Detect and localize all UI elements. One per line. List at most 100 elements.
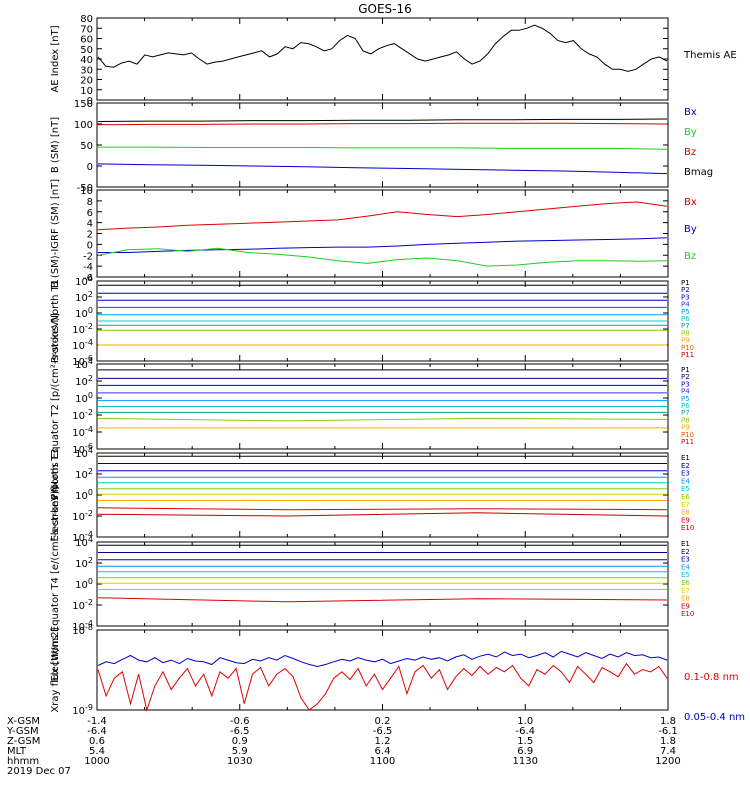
y-tick-label: 10-4 <box>72 338 93 352</box>
series-line-By <box>98 237 668 253</box>
series-line-By <box>98 146 668 150</box>
legend-entry-0.1-0.8 nm: 0.1-0.8 nm <box>684 672 739 683</box>
series-line-Bx <box>97 201 668 231</box>
y-tick-label: 100 <box>75 488 93 502</box>
y-tick-label: 102 <box>75 467 93 481</box>
ephemeris-value: 1130 <box>513 756 538 767</box>
ephemeris-value: -6.4 <box>87 726 107 737</box>
legend-entry-E6: E6 <box>681 493 690 501</box>
ephemeris-value: 1000 <box>84 756 109 767</box>
ephemeris-value: 1.0 <box>517 716 533 727</box>
y-tick-label: 70 <box>80 24 93 35</box>
y-tick-label: 104 <box>75 446 93 460</box>
legend-entry-P2: P2 <box>681 373 690 381</box>
legend-entry-E8: E8 <box>681 595 690 603</box>
ephemeris-value: -1.4 <box>87 716 107 727</box>
y-tick-label: 100 <box>75 577 93 591</box>
y-tick-label: 10-8 <box>72 623 93 637</box>
ephemeris-label: 2019 Dec 07 <box>7 766 71 777</box>
ephemeris-label: hhmm <box>7 756 39 767</box>
y-tick-label: 150 <box>74 99 93 110</box>
y-tick-label: -50 <box>77 183 93 194</box>
legend-entry-P5: P5 <box>681 395 690 403</box>
ephemeris-value: 1.5 <box>517 736 533 747</box>
ephemeris-value: 7.4 <box>660 746 676 757</box>
y-tick-label: 100 <box>74 120 93 131</box>
series-line-E10 <box>97 512 668 517</box>
legend-entry-By: By <box>684 127 697 138</box>
y-tick-label: 104 <box>75 274 93 288</box>
legend-entry-E4: E4 <box>681 477 690 485</box>
series-line-Bz <box>97 247 668 267</box>
legend-entry-E3: E3 <box>681 556 690 564</box>
y-tick-label: 10-2 <box>72 509 93 523</box>
ephemeris-value: 5.4 <box>89 746 105 757</box>
y-tick-label: -2 <box>83 251 93 262</box>
legend-entry-P6: P6 <box>681 315 690 323</box>
legend-entry-E5: E5 <box>681 571 690 579</box>
legend-entry-E7: E7 <box>681 501 690 509</box>
y-tick-label: 2 <box>87 230 93 241</box>
ephemeris-value: 6.9 <box>517 746 533 757</box>
legend-entry-E8: E8 <box>681 509 690 517</box>
legend-entry-E4: E4 <box>681 563 690 571</box>
legend-entry-Bz: Bz <box>684 251 696 262</box>
y-tick-label: 0 <box>87 96 93 107</box>
y-tick-label: 100 <box>75 306 93 320</box>
panel-8: 10-9 10-8 Xray flux [W/m2] 0.1-0.8 nm 0.05-0… <box>50 623 745 723</box>
legend-entry-Themis AE: Themis AE <box>683 50 737 61</box>
legend-entry-P5: P5 <box>681 308 690 316</box>
legend-entry-P2: P2 <box>681 286 690 294</box>
legend-entry-Bz: Bz <box>684 147 696 158</box>
y-tick-label: 10-2 <box>72 598 93 612</box>
series-line-Bx <box>97 163 668 175</box>
y-axis-label: B (SM)-IGRF (SM) [nT] <box>50 179 61 288</box>
y-tick-label: 80 <box>80 14 93 25</box>
legend-entry-E5: E5 <box>681 485 690 493</box>
ephemeris-value: 1.2 <box>375 736 391 747</box>
ephemeris-label: Z-GSM <box>7 736 40 747</box>
y-tick-label: 100 <box>75 391 93 405</box>
legend-entry-By: By <box>684 224 697 235</box>
y-tick-label: -6 <box>83 273 93 284</box>
series-line-Bz <box>97 122 668 126</box>
legend-entry-E2: E2 <box>681 548 690 556</box>
panel-frame <box>96 189 669 278</box>
panel-frame <box>96 452 669 538</box>
legend-entry-P8: P8 <box>681 329 690 337</box>
y-tick-label: 50 <box>80 45 93 56</box>
series-line-Bmag <box>97 118 668 122</box>
ephemeris-value: 0.9 <box>232 736 248 747</box>
legend-entry-P10: P10 <box>681 344 694 352</box>
legend-entry-E9: E9 <box>681 602 690 610</box>
ephemeris-value: -6.1 <box>658 726 678 737</box>
ephemeris-label: Y-GSM <box>6 726 39 737</box>
legend-entry-Bx: Bx <box>684 107 697 118</box>
legend-entry-P11: P11 <box>681 351 694 359</box>
legend-entry-E1: E1 <box>681 540 690 548</box>
panel-frame <box>96 629 669 711</box>
ephemeris-value: -6.5 <box>373 726 393 737</box>
series-line-Themis AE <box>97 24 668 72</box>
ephemeris-value: 1.8 <box>660 716 676 727</box>
legend-entry-P7: P7 <box>681 409 690 417</box>
y-axis-label: Protons Equator T2 [p/(cm²-s-sr-keV)] <box>50 313 61 500</box>
legend-entry-P3: P3 <box>681 380 690 388</box>
ephemeris-value: 6.4 <box>375 746 391 757</box>
y-axis-label: Electrons North T3 <box>50 448 61 541</box>
ephemeris-value: 1030 <box>227 756 252 767</box>
panel-frame <box>96 102 669 188</box>
y-tick-label: 10-2 <box>72 408 93 422</box>
legend-entry-P4: P4 <box>681 301 690 309</box>
legend-entry-P9: P9 <box>681 424 690 432</box>
y-tick-label: 10 <box>80 186 93 197</box>
y-tick-label: 0 <box>87 162 93 173</box>
panel-frame <box>96 541 669 627</box>
legend-entry-P8: P8 <box>681 416 690 424</box>
legend-entry-P4: P4 <box>681 388 690 396</box>
y-axis-label: Xray flux [W/m2] <box>50 627 61 712</box>
